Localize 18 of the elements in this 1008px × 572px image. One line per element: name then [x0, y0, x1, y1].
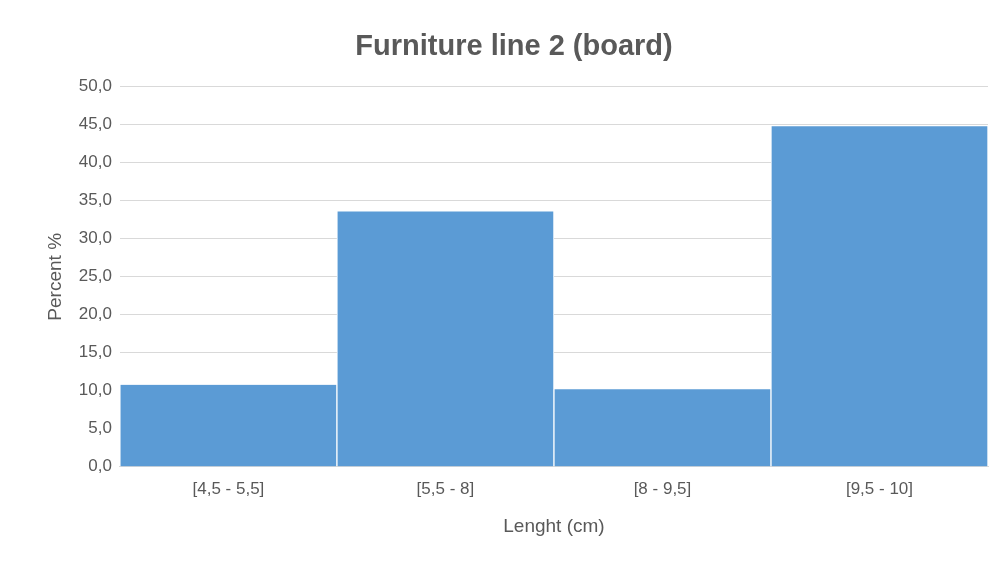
x-tick-label: [8 - 9,5] [633, 478, 692, 498]
x-tick-label: [4,5 - 5,5] [192, 478, 265, 498]
y-tick-label: 25,0 [78, 266, 112, 286]
y-tick-label: 30,0 [78, 228, 112, 248]
x-axis-title: Lenght (cm) [503, 514, 605, 536]
chart-title: Furniture line 2 (board) [355, 29, 673, 62]
y-tick-label: 40,0 [78, 152, 112, 172]
y-tick-label: 5,0 [88, 418, 112, 438]
y-tick-label: 15,0 [78, 342, 112, 362]
y-tick-label: 45,0 [78, 114, 112, 134]
y-tick-label: 50,0 [78, 76, 112, 96]
y-tick-label: 0,0 [88, 456, 112, 476]
y-axis-title: Percent % [43, 232, 65, 321]
y-tick-label: 35,0 [78, 190, 112, 210]
x-tick-label: [5,5 - 8] [416, 478, 475, 498]
y-tick-label: 20,0 [78, 304, 112, 324]
x-tick-label: [9,5 - 10] [845, 478, 914, 498]
y-tick-label: 10,0 [78, 380, 112, 400]
